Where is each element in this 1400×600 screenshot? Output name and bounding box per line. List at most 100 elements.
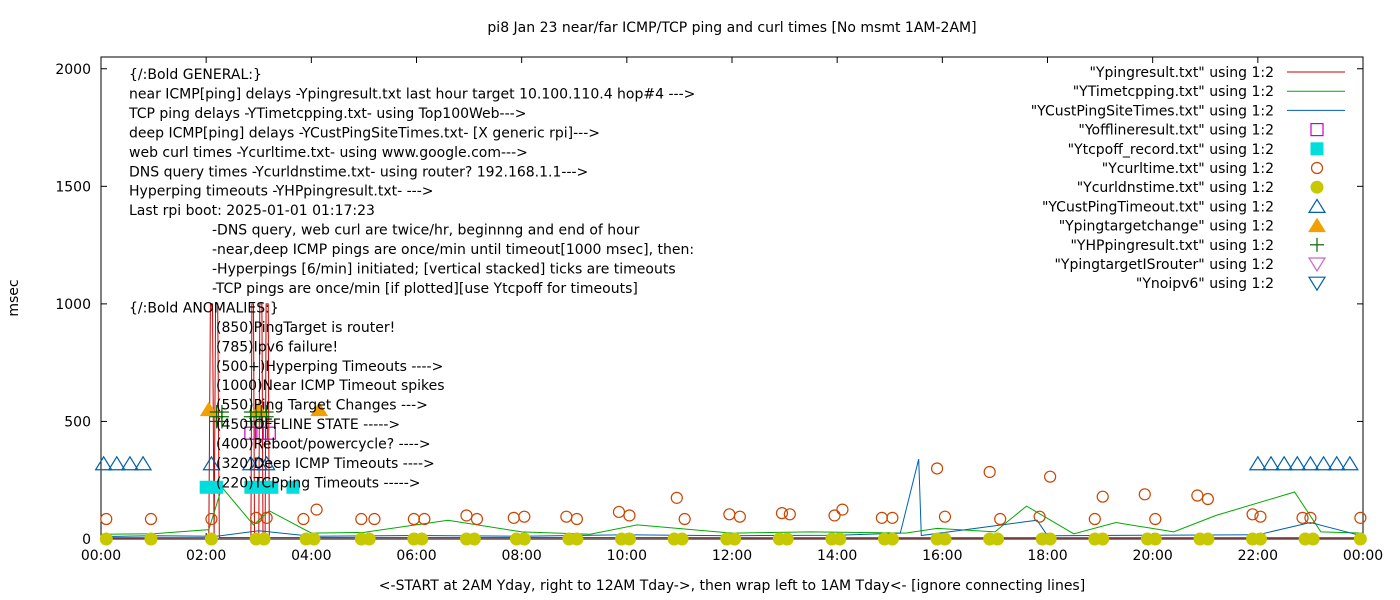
data-point xyxy=(307,532,321,546)
data-point xyxy=(99,532,113,546)
legend-label: "Ypingtargetchange" using 1:2 xyxy=(1059,219,1274,235)
data-point xyxy=(297,512,310,526)
y-tick-label: 1000 xyxy=(55,297,91,313)
data-point xyxy=(723,508,736,521)
y-tick-label: 500 xyxy=(64,414,91,430)
data-point xyxy=(257,532,271,546)
annotation-line: (220)TCPping Timeouts -----> xyxy=(216,475,421,491)
axis-ticks: 00:00 02:00 04:00 06:00 08:00 10:00 12:00 14:00… xyxy=(55,57,1383,564)
annotation-line: (850)PingTarget is router! xyxy=(216,320,395,336)
y-axis-label: msec xyxy=(6,279,22,316)
data-point xyxy=(885,532,899,546)
x-tick-label: 04:00 xyxy=(291,548,331,564)
data-point xyxy=(265,480,279,494)
data-point xyxy=(1044,470,1057,483)
data-point xyxy=(1327,455,1346,471)
data-point xyxy=(612,505,626,519)
data-point xyxy=(733,510,746,523)
data-point xyxy=(470,512,484,526)
legend-swatch xyxy=(1307,198,1327,213)
series-4 xyxy=(199,480,300,494)
data-point xyxy=(1353,532,1367,546)
data-point xyxy=(310,503,323,516)
series-1 xyxy=(100,486,1364,535)
data-point xyxy=(467,532,481,546)
data-point xyxy=(930,462,944,475)
annotation-layer: {/:Bold GENERAL:} near ICMP[ping] delays … xyxy=(128,67,695,491)
series-0 xyxy=(100,303,1364,539)
data-point xyxy=(517,532,531,546)
annotation-line: web curl times -Ycurltime.txt- using www… xyxy=(129,145,528,161)
data-point xyxy=(1149,512,1162,526)
x-tick-label: 00:00 xyxy=(81,548,121,564)
annotation-line: TCP ping delays -YTimetcpping.txt- using… xyxy=(128,106,526,122)
data-point xyxy=(259,405,274,420)
annotation-line: (450)OFFLINE STATE -----> xyxy=(216,417,400,433)
x-tick-label: 18:00 xyxy=(1027,548,1067,564)
data-point xyxy=(1201,532,1215,546)
legend-label: "Ycurldnstime.txt" using 1:2 xyxy=(1077,180,1274,196)
series-5 xyxy=(100,462,1367,526)
data-point xyxy=(1043,532,1057,546)
x-tick-label: 12:00 xyxy=(712,548,752,564)
legend-swatch xyxy=(1307,257,1327,273)
legend-label: "YCustPingTimeout.txt" using 1:2 xyxy=(1042,199,1274,215)
data-point xyxy=(938,532,952,546)
data-point xyxy=(1314,455,1333,471)
data-point xyxy=(1296,511,1309,524)
annotation-line: (400)Reboot/powercycle? ----> xyxy=(216,437,431,453)
data-point xyxy=(107,455,126,471)
series-7 xyxy=(94,455,1359,471)
annotation-line: -near,deep ICMP pings are once/min until… xyxy=(212,242,694,258)
data-point xyxy=(675,532,689,546)
data-point xyxy=(262,426,276,440)
chart-title: pi8 Jan 23 near/far ICMP/TCP ping and cu… xyxy=(487,20,976,36)
legend-swatch xyxy=(1310,180,1324,194)
x-tick-label: 08:00 xyxy=(501,548,541,564)
x-tick-label: 10:00 xyxy=(607,548,647,564)
legend-label: "YHPpingresult.txt" using 1:2 xyxy=(1070,238,1274,254)
data-point xyxy=(670,491,683,504)
data-point xyxy=(1148,532,1162,546)
legend-swatch xyxy=(1308,217,1326,233)
data-point xyxy=(250,511,263,524)
data-point xyxy=(1246,508,1259,521)
data-point xyxy=(983,465,996,479)
data-point xyxy=(1248,455,1267,471)
annotation-line: -DNS query, web curl are twice/hr, begin… xyxy=(212,223,640,239)
data-point xyxy=(833,532,847,546)
y-tick-label: 0 xyxy=(82,532,91,548)
series-layer xyxy=(94,303,1367,546)
annotation-line: DNS query times -Ycurldnstime.txt- using… xyxy=(129,164,588,180)
series-6 xyxy=(99,532,1367,546)
data-point xyxy=(355,512,368,526)
data-point xyxy=(202,455,221,471)
data-point xyxy=(205,512,218,526)
x-tick-label: 20:00 xyxy=(1132,548,1172,564)
annotation-line: -Hyperpings [6/min] initiated; [vertical… xyxy=(212,262,676,278)
series-line-0 xyxy=(100,303,1364,539)
annotation-line: -TCP pings are once/min [if plotted][use… xyxy=(212,281,638,297)
x-tick-label: 02:00 xyxy=(186,548,226,564)
data-point xyxy=(1253,532,1267,546)
data-point xyxy=(836,503,849,516)
x-tick-label: 00:00 xyxy=(1343,548,1383,564)
annotation-line: deep ICMP[ping] delays -YCustPingSiteTim… xyxy=(129,125,600,141)
data-point xyxy=(460,509,473,522)
data-point xyxy=(1306,532,1320,546)
data-point xyxy=(310,401,329,417)
data-point xyxy=(1340,455,1359,471)
legend: "Ypingresult.txt" using 1:2 "YTimetcpping… xyxy=(1031,65,1345,292)
data-point xyxy=(1288,455,1307,471)
data-point xyxy=(1201,492,1214,506)
data-point xyxy=(518,510,531,523)
data-point xyxy=(362,532,376,546)
x-tick-label: 16:00 xyxy=(922,548,962,564)
data-point xyxy=(204,532,218,546)
annotation-line: (785)Ipv6 failure! xyxy=(216,339,338,355)
series-9 xyxy=(209,405,274,429)
x-tick-label: 06:00 xyxy=(396,548,436,564)
data-point xyxy=(728,532,742,546)
data-point xyxy=(1275,455,1294,471)
